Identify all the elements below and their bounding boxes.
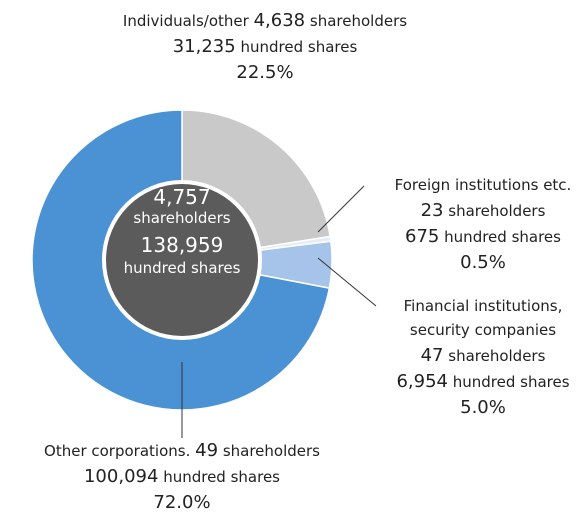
center-circle	[106, 184, 258, 336]
category-label: Foreign institutions etc.	[394, 176, 572, 194]
center-shareholders-unit: shareholders	[133, 209, 231, 227]
shares-unit: hundred shares	[444, 228, 561, 246]
label-line: 675 hundred shares	[333, 224, 588, 250]
category-label: Financial institutions, security compani…	[403, 297, 563, 339]
shares-count: 675	[405, 226, 440, 247]
center-label: 4,757 shareholders 138,959 hundred share…	[102, 186, 262, 278]
leader-line	[317, 257, 377, 307]
shares-unit: hundred shares	[452, 373, 570, 391]
label-line: 47 shareholders	[333, 343, 588, 369]
center-shareholders: 4,757	[153, 185, 211, 209]
percent-label: 72.0%	[153, 492, 211, 513]
label-line: 100,094 hundred shares	[32, 464, 332, 490]
donut	[31, 109, 333, 411]
shares-unit: hundred shares	[163, 468, 280, 486]
shares-count: 31,235	[172, 36, 236, 57]
label-line: 23 shareholders	[333, 198, 588, 224]
center-shares-unit: hundred shares	[123, 259, 241, 277]
shareholders-unit: shareholders	[309, 12, 408, 30]
shareholders-unit: shareholders	[222, 442, 320, 460]
shares-count: 100,094	[83, 466, 159, 487]
center-shares: 138,959	[140, 233, 224, 257]
label-line: Foreign institutions etc.	[333, 172, 588, 198]
shareholders-count: 4,638	[253, 10, 306, 31]
percent-label: 22.5%	[236, 62, 294, 83]
label-line: Individuals/other 4,638 shareholders	[115, 8, 415, 34]
shareholders-unit: shareholders	[448, 202, 546, 220]
label-line: Other corporations. 49 shareholders	[32, 438, 332, 464]
shareholders-count: 23	[420, 200, 444, 221]
shares-unit: hundred shares	[240, 38, 358, 56]
shareholders-count: 49	[195, 440, 219, 461]
slice-label: Financial institutions, security compani…	[333, 294, 588, 421]
slice-label: Other corporations. 49 shareholders 100,0…	[32, 438, 332, 516]
label-line: 6,954 hundred shares	[333, 369, 588, 395]
shares-count: 6,954	[396, 371, 448, 392]
shareholders-unit: shareholders	[448, 347, 546, 365]
slice-label: Individuals/other 4,638 shareholders 31,2…	[115, 8, 415, 86]
category-label: Individuals/other	[122, 12, 249, 30]
shareholders-count: 47	[420, 345, 444, 366]
slice-label: Foreign institutions etc. 23 shareholders…	[333, 172, 588, 276]
percent-label: 0.5%	[460, 252, 506, 273]
label-line: 31,235 hundred shares	[115, 34, 415, 60]
label-line: Financial institutions, security compani…	[333, 294, 588, 343]
leader-line	[317, 185, 365, 233]
percent-label: 5.0%	[460, 397, 506, 418]
category-label: Other corporations.	[44, 442, 191, 460]
